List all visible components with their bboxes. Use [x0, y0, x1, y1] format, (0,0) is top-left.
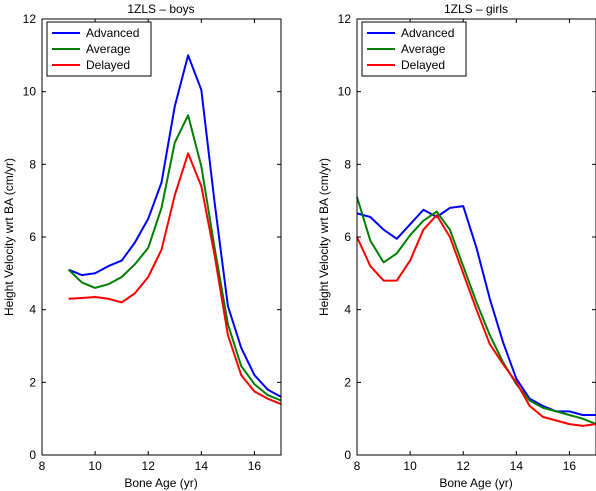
legend-label: Advanced: [401, 26, 454, 40]
y-tick-label: 8: [29, 157, 36, 171]
x-tick-label: 16: [563, 459, 577, 473]
y-tick-label: 2: [344, 375, 351, 389]
legend-label: Delayed: [401, 58, 445, 72]
x-tick-label: 10: [403, 459, 417, 473]
series-line-average: [356, 196, 596, 426]
y-tick-label: 12: [23, 12, 37, 26]
y-tick-label: 8: [344, 157, 351, 171]
x-axis-label: Bone Age (yr): [439, 476, 512, 490]
y-tick-label: 6: [29, 230, 36, 244]
series-line-delayed: [68, 152, 282, 406]
legend: Advanced Average Delayed: [361, 21, 467, 77]
y-tick-label: 4: [29, 303, 36, 317]
x-tick-label: 8: [354, 459, 361, 473]
y-tick-label: 2: [29, 375, 36, 389]
legend: Advanced Average Delayed: [46, 21, 152, 77]
chart-title: 1ZLS – girls: [444, 2, 508, 16]
x-tick-label: 10: [88, 459, 102, 473]
y-axis-label: Height Velocity wrt BA (cm/yr): [317, 158, 331, 316]
chart-boys: 1ZLS – boys 8 10 12 14 16 0 2 4 6 8 10 12 Bone Age …: [2, 2, 282, 490]
chart-title: 1ZLS – boys: [127, 2, 194, 16]
series-line-average: [67, 114, 282, 402]
x-tick-label: 12: [457, 459, 471, 473]
x-tick-label: 12: [142, 459, 156, 473]
y-tick-label: 4: [344, 303, 351, 317]
legend-label: Advanced: [86, 26, 139, 40]
x-tick-label: 8: [39, 459, 46, 473]
y-tick-label: 12: [338, 12, 352, 26]
y-tick-label: 0: [29, 448, 36, 462]
y-tick-label: 10: [338, 85, 352, 99]
series-line-advanced: [68, 54, 282, 398]
legend-label: Average: [86, 42, 131, 56]
x-tick-label: 14: [195, 459, 209, 473]
y-tick-label: 10: [23, 85, 37, 99]
chart-girls: 1ZLS – girls 8 10 12 14 16 0 2 4 6 8 10 12 Bone Age…: [317, 2, 596, 490]
y-axis-label: Height Velocity wrt BA (cm/yr): [2, 158, 16, 316]
x-tick-label: 14: [510, 459, 524, 473]
series-line-delayed: [356, 214, 596, 427]
x-tick-label: 16: [248, 459, 262, 473]
legend-label: Average: [401, 42, 446, 56]
x-axis-label: Bone Age (yr): [124, 476, 197, 490]
legend-label: Delayed: [86, 58, 130, 72]
y-tick-label: 0: [344, 448, 351, 462]
y-tick-label: 6: [344, 230, 351, 244]
